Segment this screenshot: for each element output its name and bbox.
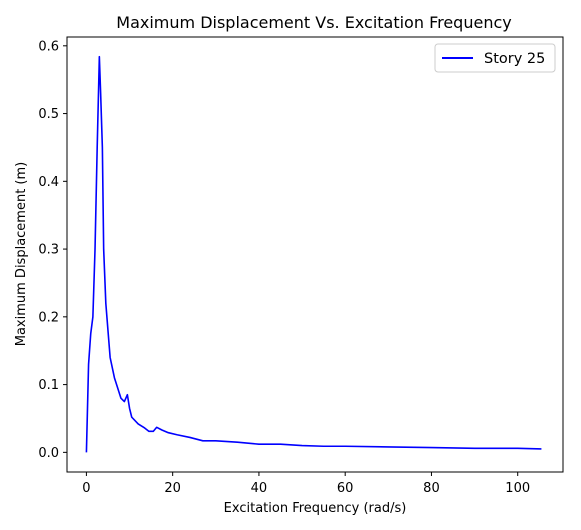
axis-ticks: 0 20 40 60 80 100 0.0 0.1 0.2 0.3 0.4 0.5 0.6 xyxy=(38,39,530,496)
y-tick-label: 0.0 xyxy=(38,446,59,461)
plot-area xyxy=(85,55,542,453)
axes-frame xyxy=(66,36,564,473)
y-tick-label: 0.3 xyxy=(38,243,59,258)
y-tick-label: 0.1 xyxy=(38,378,59,393)
x-tick-label: 60 xyxy=(337,481,354,496)
legend: Story 25 xyxy=(434,43,556,73)
x-tick-label: 80 xyxy=(423,481,440,496)
y-tick-label: 0.6 xyxy=(38,39,59,54)
x-tick-label: 20 xyxy=(164,481,181,496)
x-tick-label: 100 xyxy=(505,481,530,496)
x-axis-label: Excitation Frequency (rad/s) xyxy=(224,501,407,516)
legend-label-story-25: Story 25 xyxy=(484,51,545,67)
x-tick-label: 40 xyxy=(251,481,268,496)
y-axis-label: Maximum Displacement (m) xyxy=(14,162,29,347)
y-tick-label: 0.4 xyxy=(38,175,59,190)
series-line-0 xyxy=(85,55,542,453)
chart-title: Maximum Displacement Vs. Excitation Freq… xyxy=(116,13,511,32)
y-tick-label: 0.2 xyxy=(38,310,59,325)
y-tick-label: 0.5 xyxy=(38,107,59,122)
legend-box xyxy=(434,43,556,73)
x-tick-label: 0 xyxy=(82,481,90,496)
